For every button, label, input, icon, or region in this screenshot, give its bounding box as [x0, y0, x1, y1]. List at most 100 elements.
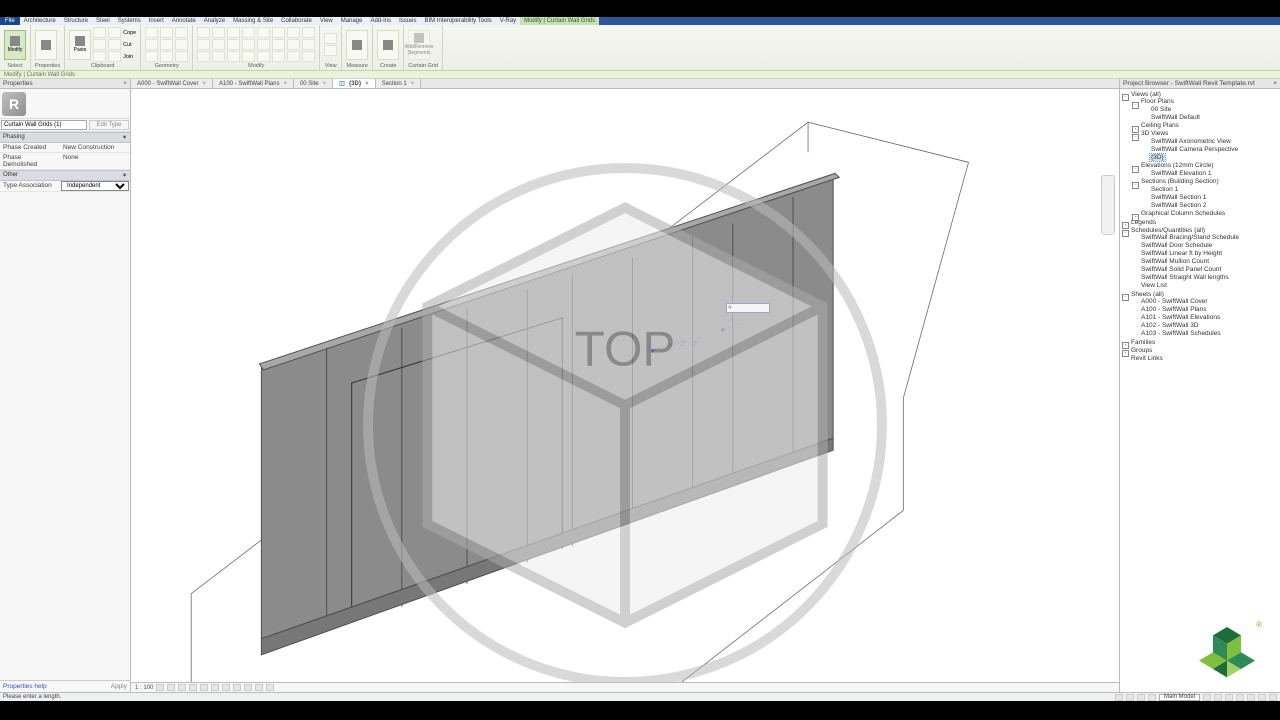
tree-leaf[interactable]: SwiftWall Door Schedule: [1140, 242, 1280, 250]
ribbon-small-button[interactable]: [160, 39, 173, 50]
status-icon[interactable]: [1137, 694, 1145, 701]
ribbon-small-button[interactable]: [242, 51, 255, 62]
ribbon-button[interactable]: [377, 30, 399, 60]
ribbon-small-button[interactable]: [145, 39, 158, 50]
ribbon-small-button[interactable]: [212, 51, 225, 62]
tree-leaf[interactable]: SwiftWall Default: [1150, 113, 1280, 121]
tree-leaf[interactable]: SwiftWall Solid Panel Count: [1140, 266, 1280, 274]
view-tab-close-icon[interactable]: ×: [411, 81, 415, 87]
view-tab-close-icon[interactable]: ×: [365, 81, 369, 87]
status-icon[interactable]: [1126, 694, 1134, 701]
file-menu[interactable]: File: [0, 17, 20, 25]
menu-tab[interactable]: Collaborate: [277, 17, 316, 25]
tree-leaf[interactable]: SwiftWall Linear ft by Height: [1140, 250, 1280, 258]
ribbon-small-button[interactable]: [108, 39, 121, 50]
tree-leaf[interactable]: SwiftWall Bracing/Stand Schedule: [1140, 234, 1280, 242]
ribbon-button[interactable]: Modify: [4, 30, 26, 60]
tree-node-label[interactable]: SwiftWall Section 1: [1150, 194, 1207, 201]
ribbon-small-button[interactable]: [324, 45, 337, 56]
view-tab[interactable]: ◫{3D}×: [333, 79, 376, 88]
filter-icon[interactable]: [1269, 694, 1277, 701]
tree-node-label[interactable]: SwiftWall Bracing/Stand Schedule: [1140, 234, 1240, 241]
ribbon-small-button[interactable]: [175, 39, 188, 50]
ribbon-small-button[interactable]: [272, 39, 285, 50]
ribbon-small-label[interactable]: Cope: [123, 27, 136, 38]
crop-view-icon[interactable]: [211, 684, 219, 691]
tree-branch[interactable]: Families: [1130, 338, 1280, 346]
menu-tab[interactable]: Systems: [114, 17, 145, 25]
menu-tab[interactable]: Structure: [60, 17, 92, 25]
ribbon-small-button[interactable]: [257, 51, 270, 62]
tree-node-label[interactable]: Elevations (12mm Circle): [1140, 162, 1215, 169]
temporary-hide-icon[interactable]: [244, 684, 252, 691]
tree-node-label[interactable]: SwiftWall Straight Wall lengths: [1140, 274, 1230, 281]
tree-leaf[interactable]: {3D}: [1150, 153, 1280, 161]
tree-branch[interactable]: Graphical Column Schedules: [1140, 210, 1280, 218]
ribbon-button[interactable]: [346, 30, 368, 60]
tree-branch[interactable]: Groups: [1130, 346, 1280, 354]
tree-node-label[interactable]: SwiftWall Mullion Count: [1140, 258, 1210, 265]
status-icon[interactable]: [1247, 694, 1255, 701]
ribbon-small-button[interactable]: [257, 39, 270, 50]
tree-node-label[interactable]: A100 - SwiftWall Plans: [1140, 306, 1208, 313]
tree-node-label[interactable]: Legends: [1130, 219, 1157, 226]
tree-node-label[interactable]: Views (all): [1130, 91, 1162, 98]
view-tab-close-icon[interactable]: ×: [202, 81, 206, 87]
tree-node-label[interactable]: SwiftWall Default: [1150, 114, 1201, 121]
tree-leaf[interactable]: SwiftWall Axonometric View: [1150, 137, 1280, 145]
tree-leaf[interactable]: SwiftWall Mullion Count: [1140, 258, 1280, 266]
tree-node-label[interactable]: SwiftWall Door Schedule: [1140, 242, 1213, 249]
browser-close-icon[interactable]: ×: [1273, 80, 1277, 87]
tree-node-label[interactable]: Graphical Column Schedules: [1140, 210, 1226, 217]
project-tree[interactable]: Views (all)Floor Plans00 SiteSwiftWall D…: [1120, 89, 1280, 692]
tree-node-label[interactable]: View List: [1140, 282, 1168, 289]
menu-tab[interactable]: View: [316, 17, 337, 25]
ribbon-small-button[interactable]: [197, 51, 210, 62]
view-tab[interactable]: 00 Site×: [294, 79, 333, 88]
tree-leaf[interactable]: SwiftWall Straight Wall lengths: [1140, 274, 1280, 282]
menu-tab[interactable]: Massing & Site: [229, 17, 277, 25]
tree-node-label[interactable]: Schedules/Quantities (all): [1130, 227, 1206, 234]
ribbon-small-button[interactable]: [227, 27, 240, 38]
view-tab-close-icon[interactable]: ×: [323, 81, 327, 87]
status-icon[interactable]: [1214, 694, 1222, 701]
status-icon[interactable]: [1203, 694, 1211, 701]
ribbon-small-button[interactable]: [287, 27, 300, 38]
ribbon-small-button[interactable]: [197, 27, 210, 38]
ribbon-small-button[interactable]: [93, 39, 106, 50]
menu-tab[interactable]: Annotate: [168, 17, 200, 25]
view-scale[interactable]: 1 : 100: [135, 685, 153, 691]
worksharing-icon[interactable]: [266, 684, 274, 691]
tree-branch[interactable]: Legends: [1130, 218, 1280, 226]
tree-node-label[interactable]: A103 - SwiftWall Schedules: [1140, 330, 1222, 337]
menu-tab[interactable]: Manage: [337, 17, 367, 25]
tree-leaf[interactable]: SwiftWall Section 2: [1150, 201, 1280, 209]
crop-region-icon[interactable]: [222, 684, 230, 691]
tree-leaf[interactable]: A103 - SwiftWall Schedules: [1140, 330, 1280, 338]
instance-selector[interactable]: Curtain Wall Grids (1): [1, 120, 87, 130]
ribbon-small-button[interactable]: [197, 39, 210, 50]
unhide-icon[interactable]: [233, 684, 241, 691]
status-icon[interactable]: [1148, 694, 1156, 701]
ribbon-button[interactable]: Paste: [69, 30, 91, 60]
tree-node-label[interactable]: Families: [1130, 339, 1156, 346]
tree-node-label[interactable]: A101 - SwiftWall Elevations: [1140, 314, 1221, 321]
tree-leaf[interactable]: Section 1: [1150, 185, 1280, 193]
tree-node-label[interactable]: Sheets (all): [1130, 291, 1165, 298]
ribbon-small-button[interactable]: [302, 39, 315, 50]
ribbon-small-button[interactable]: [302, 27, 315, 38]
tree-node-label[interactable]: A000 - SwiftWall Cover: [1140, 298, 1209, 305]
visual-style-icon[interactable]: [167, 684, 175, 691]
ribbon-small-button[interactable]: [93, 51, 106, 62]
ribbon-small-button[interactable]: [227, 39, 240, 50]
status-icon[interactable]: [1225, 694, 1233, 701]
view-tab[interactable]: A000 - SwiftWall Cover×: [131, 79, 213, 88]
menu-tab[interactable]: Insert: [145, 17, 168, 25]
tree-node-label[interactable]: SwiftWall Axonometric View: [1150, 138, 1232, 145]
ribbon-small-button[interactable]: [145, 51, 158, 62]
ribbon-small-button[interactable]: [175, 27, 188, 38]
tree-leaf[interactable]: SwiftWall Elevation 1: [1150, 169, 1280, 177]
tree-branch[interactable]: Floor Plans00 SiteSwiftWall Default: [1140, 98, 1280, 122]
ribbon-small-button[interactable]: [287, 51, 300, 62]
tree-leaf[interactable]: A101 - SwiftWall Elevations: [1140, 314, 1280, 322]
